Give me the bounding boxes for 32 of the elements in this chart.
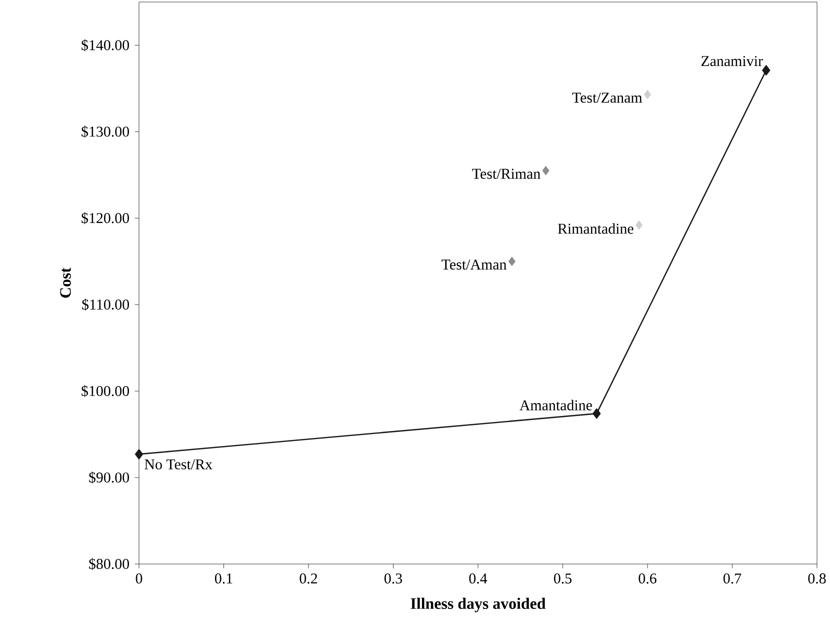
- y-tick-label: $130.00: [82, 126, 130, 138]
- x-tick-label: 0.6: [638, 573, 656, 584]
- y-tick-label: $110.00: [82, 298, 130, 311]
- x-axis-title: Illness days avoided: [410, 598, 546, 612]
- annotation: Test/Riman: [472, 168, 540, 179]
- annotation: Test/Zanam: [572, 92, 642, 103]
- x-tick-label: 0.4: [469, 573, 488, 584]
- y-tick-label: $120.00: [82, 212, 130, 224]
- annotation: No Test/Rx: [144, 459, 212, 470]
- x-tick-label: 0.1: [214, 573, 232, 584]
- x-tick-label: 0.3: [384, 573, 402, 584]
- point: [134, 449, 144, 460]
- x-tick-label: 0.5: [554, 573, 572, 584]
- x-tick-label: 0.2: [300, 573, 318, 584]
- point: [635, 220, 643, 230]
- y-axis-title: Cost: [60, 268, 71, 298]
- annotation: Zanamivir: [701, 56, 763, 66]
- annotation: Rimantadine: [558, 223, 634, 234]
- annotation: Test/Aman: [442, 260, 507, 270]
- x-tick-label: 0: [136, 573, 142, 584]
- point: [762, 65, 770, 76]
- point: [508, 256, 516, 266]
- x-tick-label: 0.7: [723, 573, 742, 584]
- y-tick-label: $140.00: [82, 39, 130, 52]
- annotation: Amantadine: [520, 400, 592, 410]
- y-tick-label: $100.00: [82, 385, 130, 398]
- y-tick-label: $90.00: [89, 472, 130, 484]
- x-tick-label: 0.8: [808, 573, 826, 584]
- y-tick-label: $80.00: [89, 558, 130, 570]
- point: [542, 166, 550, 176]
- point: [644, 90, 652, 100]
- point: [592, 408, 601, 419]
